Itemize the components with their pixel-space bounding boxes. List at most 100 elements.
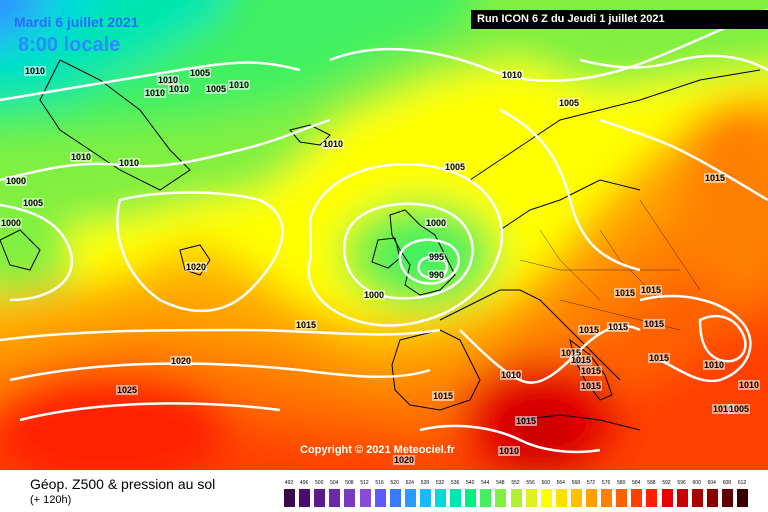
run-banner: Run ICON 6 Z du Jeudi 1 juillet 2021 [471,10,768,29]
scale-cell-560 [540,489,552,507]
scale-label-508: 508 [345,480,354,486]
isobar-label-l8: 1010 [322,139,345,149]
isobar-label-l31: 1015 [570,355,593,365]
isobar-label-l43: 1010 [738,380,761,390]
scale-cell-564 [555,489,567,507]
isobar-label-l7: 1010 [228,80,251,90]
scale-cell-492 [284,489,295,507]
footer-title: Géop. Z500 & pression au sol [30,476,216,492]
scale-cell-524 [404,489,416,507]
scale-label-544: 544 [481,480,490,486]
scale-label-504: 504 [330,480,339,486]
isobar-label-l20: 990 [428,270,446,280]
forecast-date: Mardi 6 juillet 2021 [14,14,139,30]
scale-label-548: 548 [496,480,505,486]
scale-label-580: 580 [617,480,626,486]
isobar-label-l4: 1005 [189,68,212,78]
scale-cell-516 [374,489,386,507]
isobar-label-l39: 1010 [712,404,735,414]
scale-cell-604 [706,489,718,507]
scale-cell-540 [465,489,477,507]
scale-label-520: 520 [390,480,399,486]
map-canvas [0,0,768,470]
scale-label-584: 584 [632,480,641,486]
isobar-label-l38: 1015 [432,391,455,401]
isobar-label-l21: 1000 [363,290,386,300]
scale-cell-552 [510,489,522,507]
forecast-time: 8:00 locale [18,34,121,56]
scale-label-496: 496 [299,480,309,486]
scale-cell-520 [389,489,401,507]
copyright: Copyright © 2021 Meteociel.fr [300,444,455,456]
scale-label-552: 552 [511,480,520,486]
scale-label-568: 568 [571,480,581,486]
isobar-label-l28: 1020 [170,356,193,366]
scale-cell-592 [661,489,673,507]
scale-cell-596 [676,489,688,507]
isobar-label-l12: 1005 [22,198,45,208]
scale-label-492: 492 [284,480,294,486]
scale-label-528: 528 [420,480,430,486]
isobar-label-l6: 1005 [205,84,228,94]
isobar-label-l22: 1020 [185,262,208,272]
isobar-label-l18: 1000 [425,218,448,228]
scale-cell-528 [419,489,431,507]
scale-cell-612 [737,489,748,507]
isobar-label-l5: 1010 [168,84,191,94]
isobar-label-l40: 1020 [393,455,416,465]
scale-cell-548 [495,489,507,507]
isobar-label-l17: 1015 [704,173,727,183]
scale-cell-556 [525,489,537,507]
weather-map [0,0,768,470]
scale-label-564: 564 [556,480,565,486]
isobar-label-l24: 1015 [614,288,637,298]
scale-cell-580 [616,489,628,507]
scale-cell-504 [329,489,341,507]
scale-label-592: 592 [662,480,671,486]
isobar-label-l33: 1010 [500,370,523,380]
isobar-label-l36: 1025 [116,385,139,395]
scale-cell-496 [299,489,311,507]
scale-cell-536 [450,489,462,507]
scale-label-500: 500 [315,480,324,486]
scale-cell-508 [344,489,356,507]
scale-label-596: 596 [677,480,686,486]
scale-label-612: 612 [737,480,747,486]
scale-cell-584 [631,489,643,507]
isobar-label-l35: 1010 [703,360,726,370]
scale-label-524: 524 [405,480,414,486]
scale-label-516: 516 [375,480,384,486]
scale-cell-608 [721,489,733,507]
isobar-label-l16: 1005 [444,162,467,172]
scale-label-588: 588 [647,480,656,486]
scale-cell-600 [691,489,703,507]
isobar-label-l42: 1010 [498,446,521,456]
scale-label-556: 556 [526,480,535,486]
scale-cell-500 [314,489,326,507]
isobar-label-l1: 1010 [24,66,47,76]
isobar-label-l23: 1015 [295,320,318,330]
scale-label-600: 600 [692,480,701,486]
isobar-label-l11: 1000 [5,176,28,186]
scale-cell-568 [570,489,582,507]
scale-cell-544 [480,489,492,507]
isobar-label-l44: 1005 [728,404,751,414]
scale-label-512: 512 [360,480,369,486]
isobar-label-l3: 1010 [144,88,167,98]
scale-cell-532 [435,489,446,507]
isobar-label-l2: 1010 [157,75,180,85]
isobar-label-l19: 995 [428,252,446,262]
isobar-label-l27: 1015 [607,322,630,332]
scale-cell-572 [586,489,597,507]
footer-subtitle: (+ 120h) [30,494,72,506]
scale-cell-576 [601,489,613,507]
scale-label-560: 560 [541,480,550,486]
isobars [0,8,768,454]
isobar-label-l15: 1005 [558,98,581,108]
isobar-label-l41: 1015 [515,416,538,426]
isobar-label-l13: 1000 [0,218,23,228]
isobar-label-l26: 1015 [578,325,601,335]
scale-label-608: 608 [722,480,732,486]
isobar-label-l25: 1015 [640,285,663,295]
scale-label-536: 536 [450,480,460,486]
